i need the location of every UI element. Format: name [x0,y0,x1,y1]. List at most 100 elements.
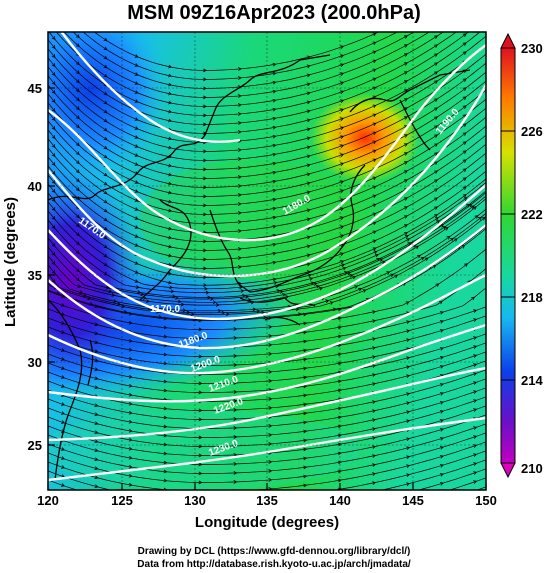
streamline-arrow [490,3,493,6]
streamline-arrow [168,109,173,114]
streamline-arrow [76,34,80,39]
streamline-arrow [462,150,467,154]
streamline-arrow [260,310,265,315]
streamline-arrow [473,363,478,367]
streamline-arrow [198,471,203,476]
streamline-arrow [51,162,56,166]
colorbar-label: 222 [521,207,543,222]
streamline-arrow [237,166,242,170]
streamline-arrow [225,312,230,317]
streamline-arrow [268,379,273,383]
streamline-arrow [168,136,173,141]
streamline-arrow [439,311,444,315]
streamline-arrow [404,206,408,210]
streamline-arrow [190,312,195,317]
streamline-arrow [51,99,56,103]
streamline-arrow [198,435,203,440]
streamline-arrow [111,293,116,297]
streamline-arrow [134,207,139,211]
streamline-arrow [461,245,466,249]
streamline-arrow [473,381,478,385]
streamline-arrow [372,203,377,208]
streamline-arrow [237,157,242,161]
streamline-arrow [372,319,377,323]
streamline-arrow [237,247,242,251]
colorbar-label: 230 [521,41,543,56]
streamline-arrow [51,72,56,76]
streamline-arrow [134,189,139,193]
streamline-arrow [233,444,238,448]
streamline-arrow [285,295,290,299]
streamline-arrow [51,108,56,112]
streamline-arrow [51,279,56,283]
streamline-arrow [210,297,215,301]
streamline-arrow [242,293,246,298]
streamline-arrow [462,96,467,100]
streamline-arrow [372,221,377,226]
streamline-arrow [237,193,242,197]
streamline-arrow [490,12,493,15]
streamline-arrow [490,57,493,60]
colorbar [500,32,516,479]
streamline-arrow [372,77,377,82]
streamline-arrow [272,197,277,202]
streamline-arrow [168,235,173,240]
streamline [48,161,486,269]
streamline-arrow [354,285,359,289]
streamline-arrow [103,145,108,150]
streamline-arrow [439,437,444,441]
streamline-arrow [105,285,110,290]
streamline [48,195,486,303]
streamline-arrow [303,357,308,362]
streamline-arrow [134,225,139,229]
streamline-arrow [306,154,311,159]
streamline-arrow [217,308,222,313]
streamline-arrow [94,484,99,489]
streamline-arrow [491,176,494,179]
streamline-arrow [168,100,173,105]
streamline-arrow [128,437,133,442]
streamline [48,98,486,206]
streamline-arrow [134,279,139,283]
streamline-arrow [129,519,132,522]
streamline [48,143,486,251]
streamline-arrow [198,417,203,422]
streamline [48,53,486,161]
streamline-arrow [60,483,65,487]
streamline-arrow [60,357,65,361]
streamline-arrow [103,55,108,60]
streamline-arrow [404,152,408,156]
streamline-arrow [94,367,99,372]
streamline-arrow [134,180,139,184]
streamline-arrow [406,410,411,414]
streamline-arrow [272,71,277,76]
streamline-arrow [76,151,80,156]
streamline-arrow [372,418,377,422]
streamline-arrow [372,364,377,368]
streamline-arrow [129,510,132,513]
streamline-arrow [462,105,467,109]
streamline-arrow [341,263,346,267]
streamline-arrow [94,448,99,453]
streamline [48,80,486,188]
streamline-arrow [51,171,56,175]
streamline-arrow [325,299,330,304]
streamline-arrow [337,379,342,384]
streamline-arrow [337,334,342,339]
streamline-arrow [134,153,139,157]
streamline-arrow [76,70,80,75]
streamline-arrow [168,91,173,96]
streamline-arrow [103,118,108,123]
streamline-arrow [237,175,242,179]
streamline-arrow [372,140,377,145]
streamline [48,342,486,393]
streamline-arrow [268,397,273,401]
streamline-arrow [405,301,410,305]
colorbar-label: 210 [521,461,543,476]
streamline-arrow [372,400,377,404]
streamline-arrow [268,370,273,374]
streamline-arrow [186,310,191,315]
streamline-arrow [490,165,493,168]
streamline-arrow [94,430,99,435]
streamline-arrow [434,214,438,218]
